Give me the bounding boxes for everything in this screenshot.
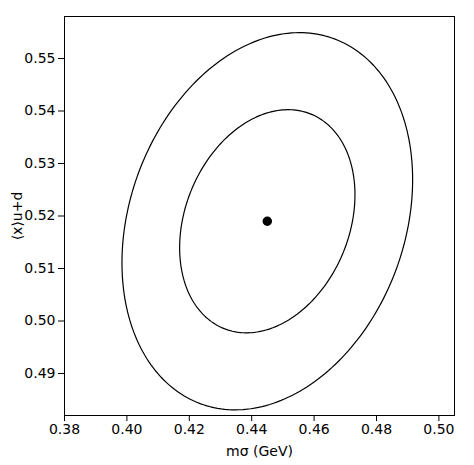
svg-text:0.46: 0.46 <box>299 421 330 437</box>
svg-text:0.52: 0.52 <box>24 207 55 223</box>
svg-text:0.44: 0.44 <box>236 421 267 437</box>
svg-text:0.50: 0.50 <box>24 312 55 328</box>
svg-text:0.38: 0.38 <box>49 421 80 437</box>
svg-text:⟨x⟩u+d: ⟨x⟩u+d <box>9 192 25 241</box>
svg-text:0.48: 0.48 <box>361 421 392 437</box>
svg-text:0.42: 0.42 <box>174 421 205 437</box>
svg-text:0.50: 0.50 <box>423 421 454 437</box>
svg-text:0.54: 0.54 <box>24 102 55 118</box>
svg-text:mσ (GeV): mσ (GeV) <box>226 443 293 459</box>
svg-text:0.55: 0.55 <box>24 50 55 66</box>
svg-text:0.53: 0.53 <box>24 155 55 171</box>
svg-text:0.49: 0.49 <box>24 365 55 381</box>
svg-text:0.51: 0.51 <box>24 260 55 276</box>
svg-text:0.40: 0.40 <box>111 421 142 437</box>
